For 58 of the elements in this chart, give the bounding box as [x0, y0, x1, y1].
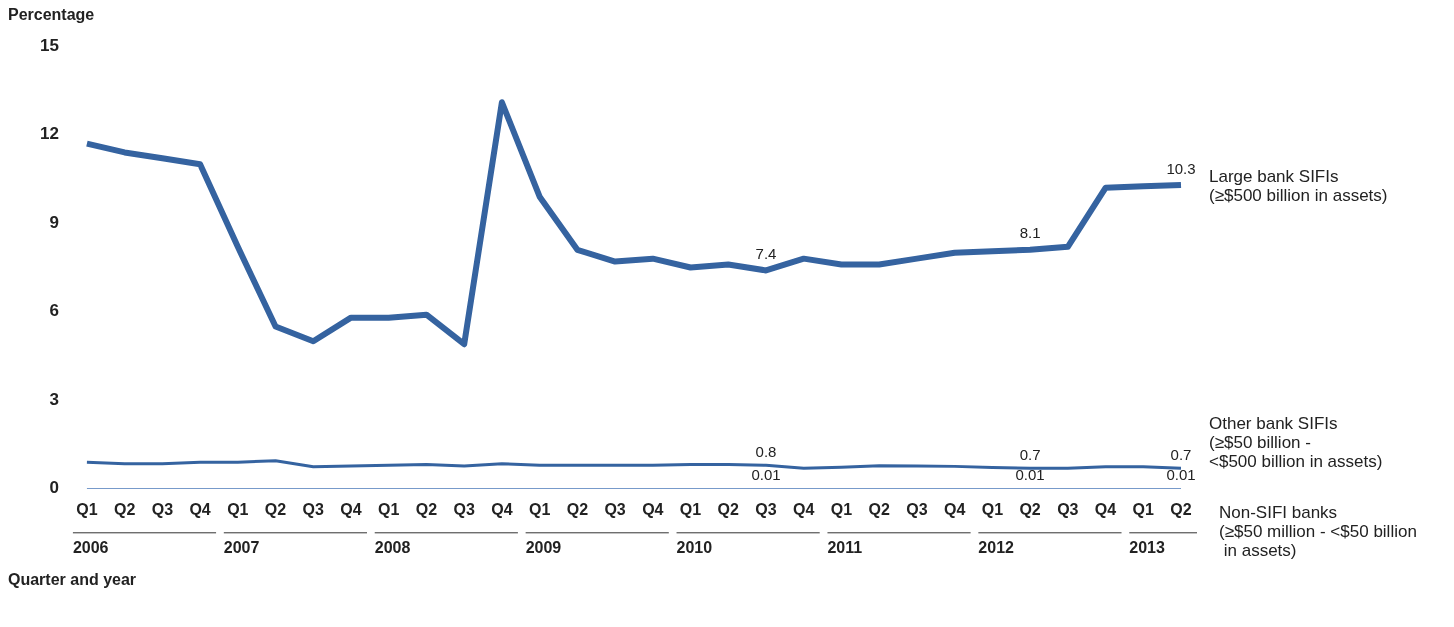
data-label: 0.8 [755, 442, 777, 460]
x-tick-label: Q2 [415, 500, 438, 518]
text: 2009 [525, 539, 562, 557]
y-tick-label: 15 [39, 35, 59, 55]
x-tick-label: Q1 [679, 500, 702, 518]
x-tick-label: Q4 [642, 500, 664, 518]
x-tick-label: Q1 [830, 500, 853, 518]
x-tick-label: Q2 [264, 500, 287, 518]
x-tick-label: Q4 [491, 500, 513, 518]
y-tick-label: 9 [49, 212, 59, 232]
x-axis-title: Quarter and year [8, 571, 137, 589]
series-label: Large bank SIFIs (≥$500 billion in assets) [1209, 167, 1388, 206]
x-tick-label: Q3 [1057, 500, 1079, 518]
x-tick-label: Q4 [943, 500, 966, 518]
x-tick-label: Q3 [302, 500, 325, 518]
x-tick-label: Q3 [453, 500, 475, 518]
x-tick-label: Q4 [340, 500, 362, 518]
text: 2011 [827, 539, 863, 557]
x-tick-label: Q2 [566, 500, 589, 518]
x-tick-label: Q2 [868, 500, 890, 518]
x-tick-label: Q3 [604, 500, 626, 518]
data-label: 0.01 [1166, 466, 1196, 484]
x-tick-label: Q1 [227, 500, 249, 518]
data-label: 8.1 [1019, 224, 1041, 242]
text: 2010 [676, 539, 713, 557]
text: Non-SIFI banks (≥$50 million - <$50 billion in assets) [1219, 502, 1417, 560]
text: 2007 [223, 539, 260, 557]
x-tick-label: Q4 [1094, 500, 1117, 518]
x-tick-label: Q1 [1132, 500, 1155, 518]
data-label: 10.3 [1166, 159, 1196, 177]
series-label: Other bank SIFIs (≥$50 billion - <$500 billion in assets) [1209, 414, 1383, 472]
x-tick-label: Q2 [717, 500, 740, 518]
x-tick-label: Q1 [528, 500, 551, 518]
x-tick-label: Q2 [113, 500, 136, 518]
y-axis-title: Percentage [8, 6, 95, 24]
x-tick-label: Q3 [755, 500, 777, 518]
x-tick-label: Q1 [378, 500, 400, 518]
data-label: 0.01 [751, 466, 781, 484]
y-tick-label: 6 [49, 301, 59, 321]
text: 2012 [978, 539, 1015, 557]
text: 2013 [1129, 539, 1165, 557]
y-tick-label: 3 [49, 389, 59, 409]
x-tick-label: Q3 [151, 500, 174, 518]
text: 2008 [374, 539, 411, 557]
x-tick-label: Q3 [906, 500, 928, 518]
text: 2006 [72, 539, 109, 557]
y-tick-label: 0 [49, 478, 59, 498]
data-label: 0.7 [1170, 445, 1192, 463]
x-tick-label: Q1 [76, 500, 98, 518]
x-tick-label: Q1 [981, 500, 1004, 518]
x-tick-label: Q2 [1019, 500, 1041, 518]
x-tick-label: Q2 [1170, 500, 1192, 518]
data-label: 0.01 [1015, 466, 1045, 484]
x-tick-label: Q4 [793, 500, 815, 518]
data-label: 0.7 [1019, 445, 1041, 463]
x-tick-label: Q4 [189, 500, 211, 518]
data-label: 7.4 [755, 245, 777, 263]
y-tick-label: 12 [39, 124, 59, 144]
